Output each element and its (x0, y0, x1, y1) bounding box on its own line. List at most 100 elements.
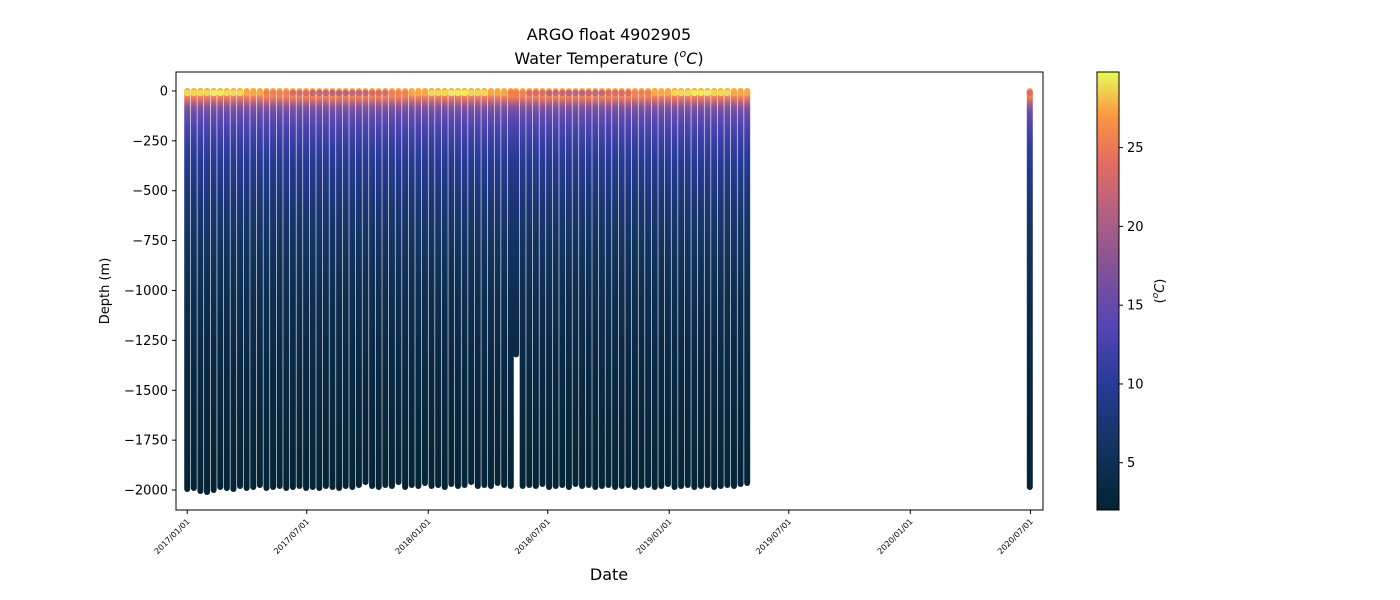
colorbar-tick-label: 20 (1127, 220, 1144, 235)
profile-surface-point (441, 89, 448, 97)
y-axis-label: Depth (m) (98, 258, 113, 325)
profile-surface-point (355, 89, 363, 97)
profile-surface-point (519, 89, 526, 97)
y-tick-label: −1250 (124, 334, 168, 349)
profile-surface-point (448, 89, 455, 97)
profile-surface-point (184, 89, 191, 97)
profile-surface-point (532, 89, 540, 97)
profile-surface-point (461, 89, 468, 97)
colorbar-gradient (1097, 72, 1119, 510)
profile-surface-point (434, 89, 442, 97)
profile-surface-point (585, 89, 592, 97)
profile-surface-point (197, 89, 204, 97)
colorbar-tick-label: 25 (1127, 141, 1144, 156)
y-tick-label: −1000 (124, 284, 168, 299)
profile-surface-point (618, 89, 625, 97)
profile-surface-point (203, 89, 211, 97)
colorbar-tick-label: 10 (1127, 377, 1144, 392)
profile-surface-point (368, 89, 376, 97)
profile-surface-point (269, 89, 277, 97)
x-tick-label: 2018/01/01 (394, 517, 433, 556)
profile-surface-point (658, 89, 665, 97)
profile-surface-point (737, 89, 744, 97)
colorbar-ticks: 5 10 15 20 25 (1119, 141, 1144, 471)
profile-surface-point (349, 89, 356, 97)
profile-surface-point (302, 89, 310, 97)
profile-surface-point (335, 89, 343, 97)
profile-surface-point (565, 89, 573, 97)
profile-surface-point (507, 89, 514, 97)
profile-surface-point (415, 89, 422, 97)
y-tick-label: −500 (132, 184, 168, 199)
profile-surface-point (243, 89, 250, 97)
profile-surface-point (263, 89, 270, 97)
profile-surface-point (283, 89, 290, 97)
profile-surface-point (651, 89, 658, 97)
chart-subtitle: Water Temperature (oC) (514, 47, 703, 68)
x-tick-label: 2020/01/01 (876, 517, 915, 556)
x-axis-label: Date (590, 565, 628, 584)
profile-surface-point (309, 89, 316, 97)
profile-surface-point (296, 89, 303, 97)
profile-surface-point (375, 89, 382, 97)
profile-surface-point (552, 89, 559, 97)
profile-surface-point (362, 89, 369, 97)
profile-surface-point (743, 89, 751, 97)
profile-surface-point (572, 89, 579, 97)
profile-surface-point (704, 89, 711, 97)
profile-surface-point (190, 89, 198, 97)
profile-surface-point (644, 89, 652, 97)
profile-surface-point (677, 89, 685, 97)
profile-surface-point (230, 89, 237, 97)
profile-surface-point (539, 89, 546, 97)
profile-surface-point (526, 89, 533, 97)
profile-surface-point (289, 89, 297, 97)
profile-surface-point (454, 89, 462, 97)
profile-surface-point (236, 89, 244, 97)
profile-surface-point (481, 89, 488, 97)
profile-surface-point (382, 89, 389, 97)
profile-surface-point (395, 89, 402, 97)
profile-surface-point (494, 89, 501, 97)
profile-surface-point (664, 89, 672, 97)
y-tick-label: −1500 (124, 384, 168, 399)
profile-surface-point (730, 89, 738, 97)
profile-surface-point (638, 89, 645, 97)
colorbar-tick-label: 15 (1127, 299, 1144, 314)
profile-surface-point (276, 89, 283, 97)
chart-title: ARGO float 4902905 (527, 25, 691, 44)
profile-surface-point (625, 89, 632, 97)
x-tick-label: 2018/07/01 (513, 517, 552, 556)
profile-surface-point (611, 89, 619, 97)
profile-surface-point (250, 89, 257, 97)
profile-surface-point (322, 89, 330, 97)
x-tick-label: 2019/01/01 (635, 517, 674, 556)
profile-surface-point (217, 89, 224, 97)
profile-surface-point (316, 89, 323, 97)
profile-surface-point (724, 89, 731, 97)
y-tick-label: −1750 (124, 434, 168, 449)
profile-surface-point (684, 89, 691, 97)
profile-surface-point (592, 89, 599, 97)
profile-surface-point (671, 89, 678, 97)
data-layer (184, 87, 1033, 496)
y-tick-label: 0 (160, 84, 168, 99)
profile-surface-point (342, 89, 349, 97)
profile-surface-point (578, 89, 586, 97)
profile-surface-point (329, 89, 336, 97)
profile-surface-point (210, 89, 217, 97)
profile-surface-point (500, 89, 508, 97)
profile-surface-point (512, 89, 520, 97)
profile-surface-point (598, 89, 606, 97)
profile-surface-point (421, 89, 429, 97)
profile-surface-point (487, 89, 495, 97)
profile-surface-point (605, 89, 612, 97)
profile-surface-point (256, 89, 264, 97)
y-tick-label: −250 (132, 134, 168, 149)
y-tick-label: −2000 (124, 484, 168, 499)
x-tick-label: 2017/01/01 (153, 517, 192, 556)
colorbar-label: (oC) (1151, 279, 1168, 304)
profile-surface-point (223, 89, 231, 97)
profile-surface-point (697, 89, 705, 97)
